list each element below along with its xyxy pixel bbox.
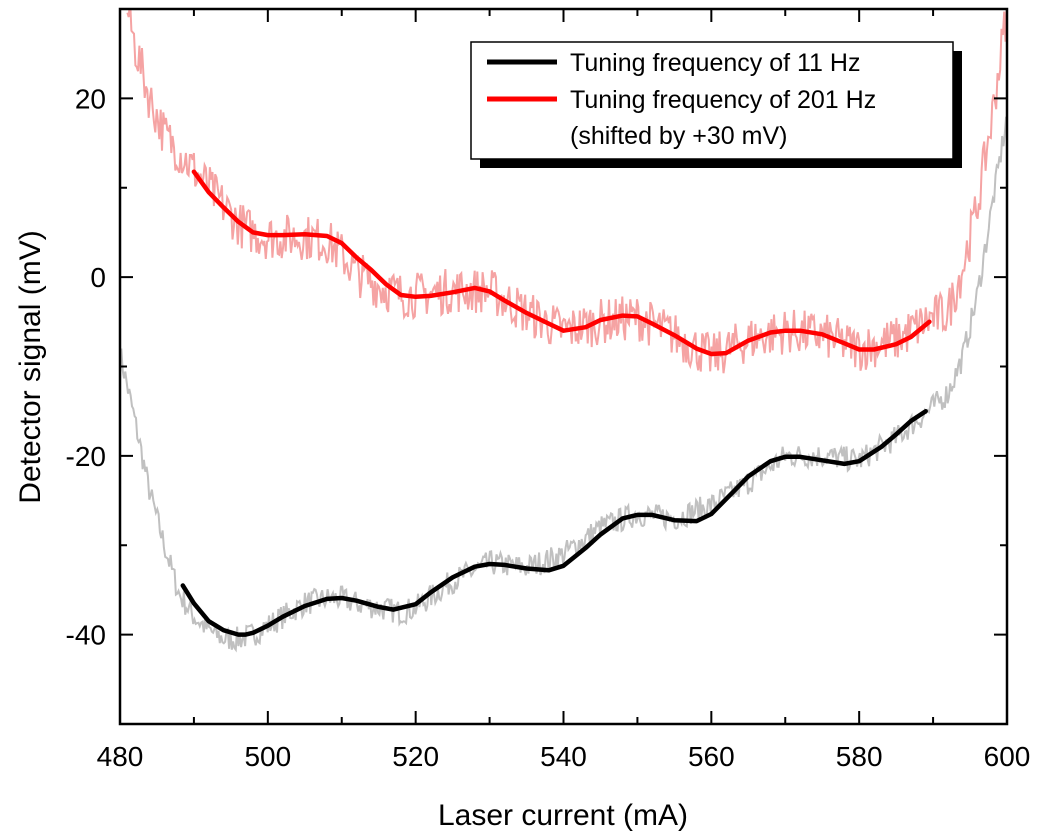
axis-ticks: 480 500 520 540 560 580 600 -40 -20 0 20 [66,8,1031,772]
legend-label-201hz: Tuning frequency of 201 Hz [570,86,876,114]
x-tick-label: 540 [540,741,587,772]
x-axis-title: Laser current (mA) [438,799,688,832]
legend-label-11hz: Tuning frequency of 11 Hz [570,49,860,77]
x-tick-label: 500 [244,741,291,772]
legend-label-shift-note: (shifted by +30 mV) [570,122,787,150]
y-tick-label: -40 [66,620,106,651]
legend: Tuning frequency of 11 Hz Tuning frequen… [470,41,962,168]
y-tick-label: 20 [75,83,106,114]
raw-trace-2 [126,9,1007,374]
x-tick-label: 600 [984,741,1031,772]
plot-area [120,9,1007,653]
y-tick-label: -20 [66,441,106,472]
fit-line-1 [180,408,928,637]
x-tick-label: 520 [392,741,439,772]
x-tick-label: 580 [836,741,883,772]
raw-trace-0 [120,116,1007,653]
x-tick-label: 560 [688,741,735,772]
x-tick-label: 480 [97,741,144,772]
fit-line-3 [191,169,932,357]
y-axis-title: Detector signal (mV) [14,230,47,503]
y-tick-label: 0 [90,262,106,293]
